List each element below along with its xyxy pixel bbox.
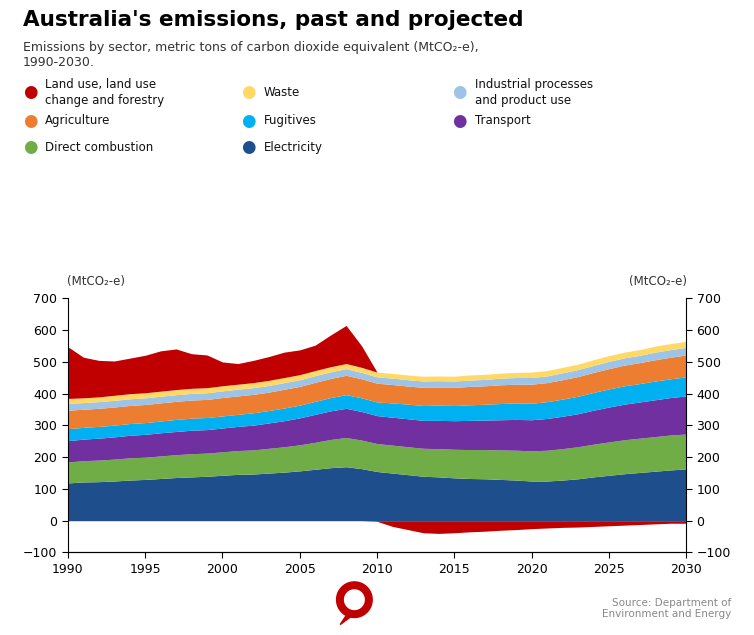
Text: Direct combustion: Direct combustion (45, 141, 154, 154)
Text: Agriculture: Agriculture (45, 114, 111, 127)
Text: ●: ● (452, 83, 467, 101)
Polygon shape (345, 590, 364, 610)
Text: ●: ● (23, 112, 37, 130)
Text: Emissions by sector, metric tons of carbon dioxide equivalent (MtCO₂-e),
1990-20: Emissions by sector, metric tons of carb… (23, 41, 478, 69)
Text: ●: ● (241, 138, 256, 156)
Polygon shape (336, 582, 372, 617)
Polygon shape (340, 616, 352, 625)
Text: Industrial processes
and product use: Industrial processes and product use (475, 77, 593, 107)
Text: Australia's emissions, past and projected: Australia's emissions, past and projecte… (23, 10, 523, 29)
Text: Transport: Transport (475, 114, 531, 127)
Text: ●: ● (241, 112, 256, 130)
Text: (MtCO₂-e): (MtCO₂-e) (629, 276, 687, 288)
Text: Source: Department of
Environment and Energy: Source: Department of Environment and En… (602, 598, 731, 619)
Text: ●: ● (23, 138, 37, 156)
Text: Waste: Waste (264, 86, 300, 98)
Text: Electricity: Electricity (264, 141, 323, 154)
Text: (MtCO₂-e): (MtCO₂-e) (67, 276, 125, 288)
Text: ●: ● (241, 83, 256, 101)
Text: ●: ● (23, 83, 37, 101)
Text: ●: ● (452, 112, 467, 130)
Text: Fugitives: Fugitives (264, 114, 317, 127)
Text: Land use, land use
change and forestry: Land use, land use change and forestry (45, 77, 164, 107)
